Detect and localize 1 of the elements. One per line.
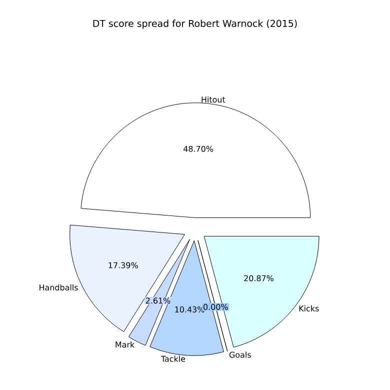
- chart-title: DT score spread for Robert Warnock (2015): [93, 20, 297, 29]
